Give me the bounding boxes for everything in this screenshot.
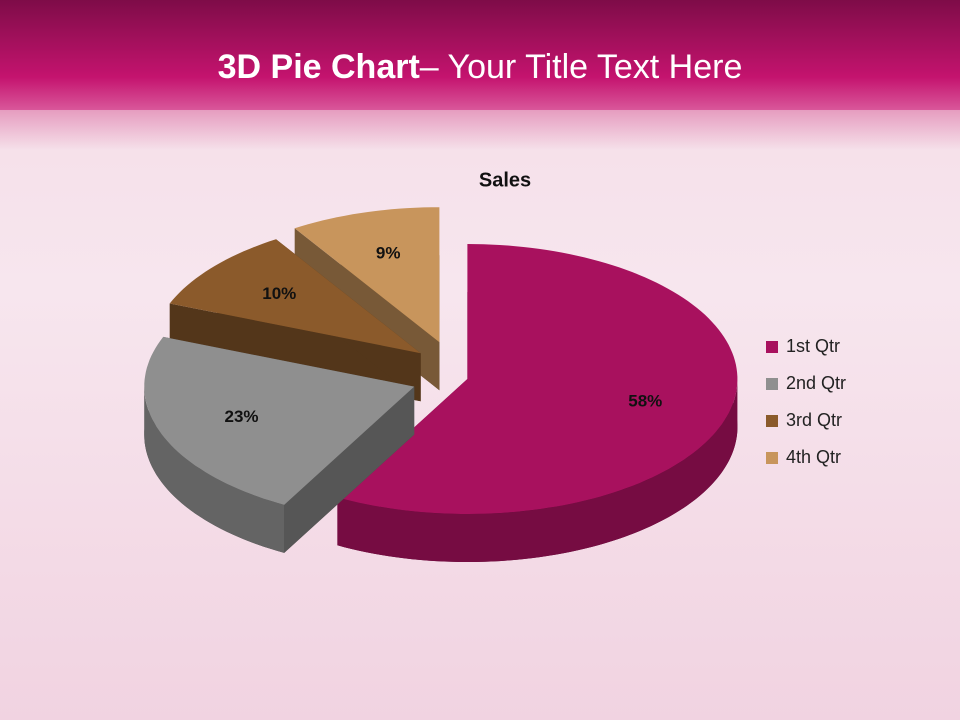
legend-label: 1st Qtr	[786, 336, 840, 356]
legend-label: 3rd Qtr	[786, 410, 842, 430]
title-regular: – Your Title Text Here	[419, 48, 743, 86]
legend-label: 2nd Qtr	[786, 373, 846, 393]
data-label: 10%	[262, 284, 296, 303]
slice-rim	[144, 386, 285, 553]
title-fade	[0, 110, 960, 150]
slice-top	[337, 244, 738, 514]
title-band	[0, 0, 960, 110]
legend-label: 4th Qtr	[786, 447, 841, 467]
data-label: 9%	[376, 243, 401, 262]
slice	[144, 336, 415, 553]
slice-top	[294, 207, 440, 343]
title-bold: 3D Pie Chart	[217, 48, 420, 86]
legend-swatch	[766, 378, 778, 390]
slice-rim	[337, 379, 738, 562]
slide-title: 3D Pie Chart– Your Title Text Here	[0, 48, 960, 87]
legend-swatch	[766, 415, 778, 427]
slice-top	[169, 239, 421, 354]
slice	[337, 244, 738, 562]
slice-wall	[284, 386, 415, 553]
data-label: 23%	[224, 407, 258, 426]
slice-top	[144, 336, 415, 505]
legend-swatch	[766, 341, 778, 353]
legend-swatch	[766, 452, 778, 464]
chart-title: Sales	[479, 169, 531, 191]
data-label: 58%	[628, 391, 662, 410]
